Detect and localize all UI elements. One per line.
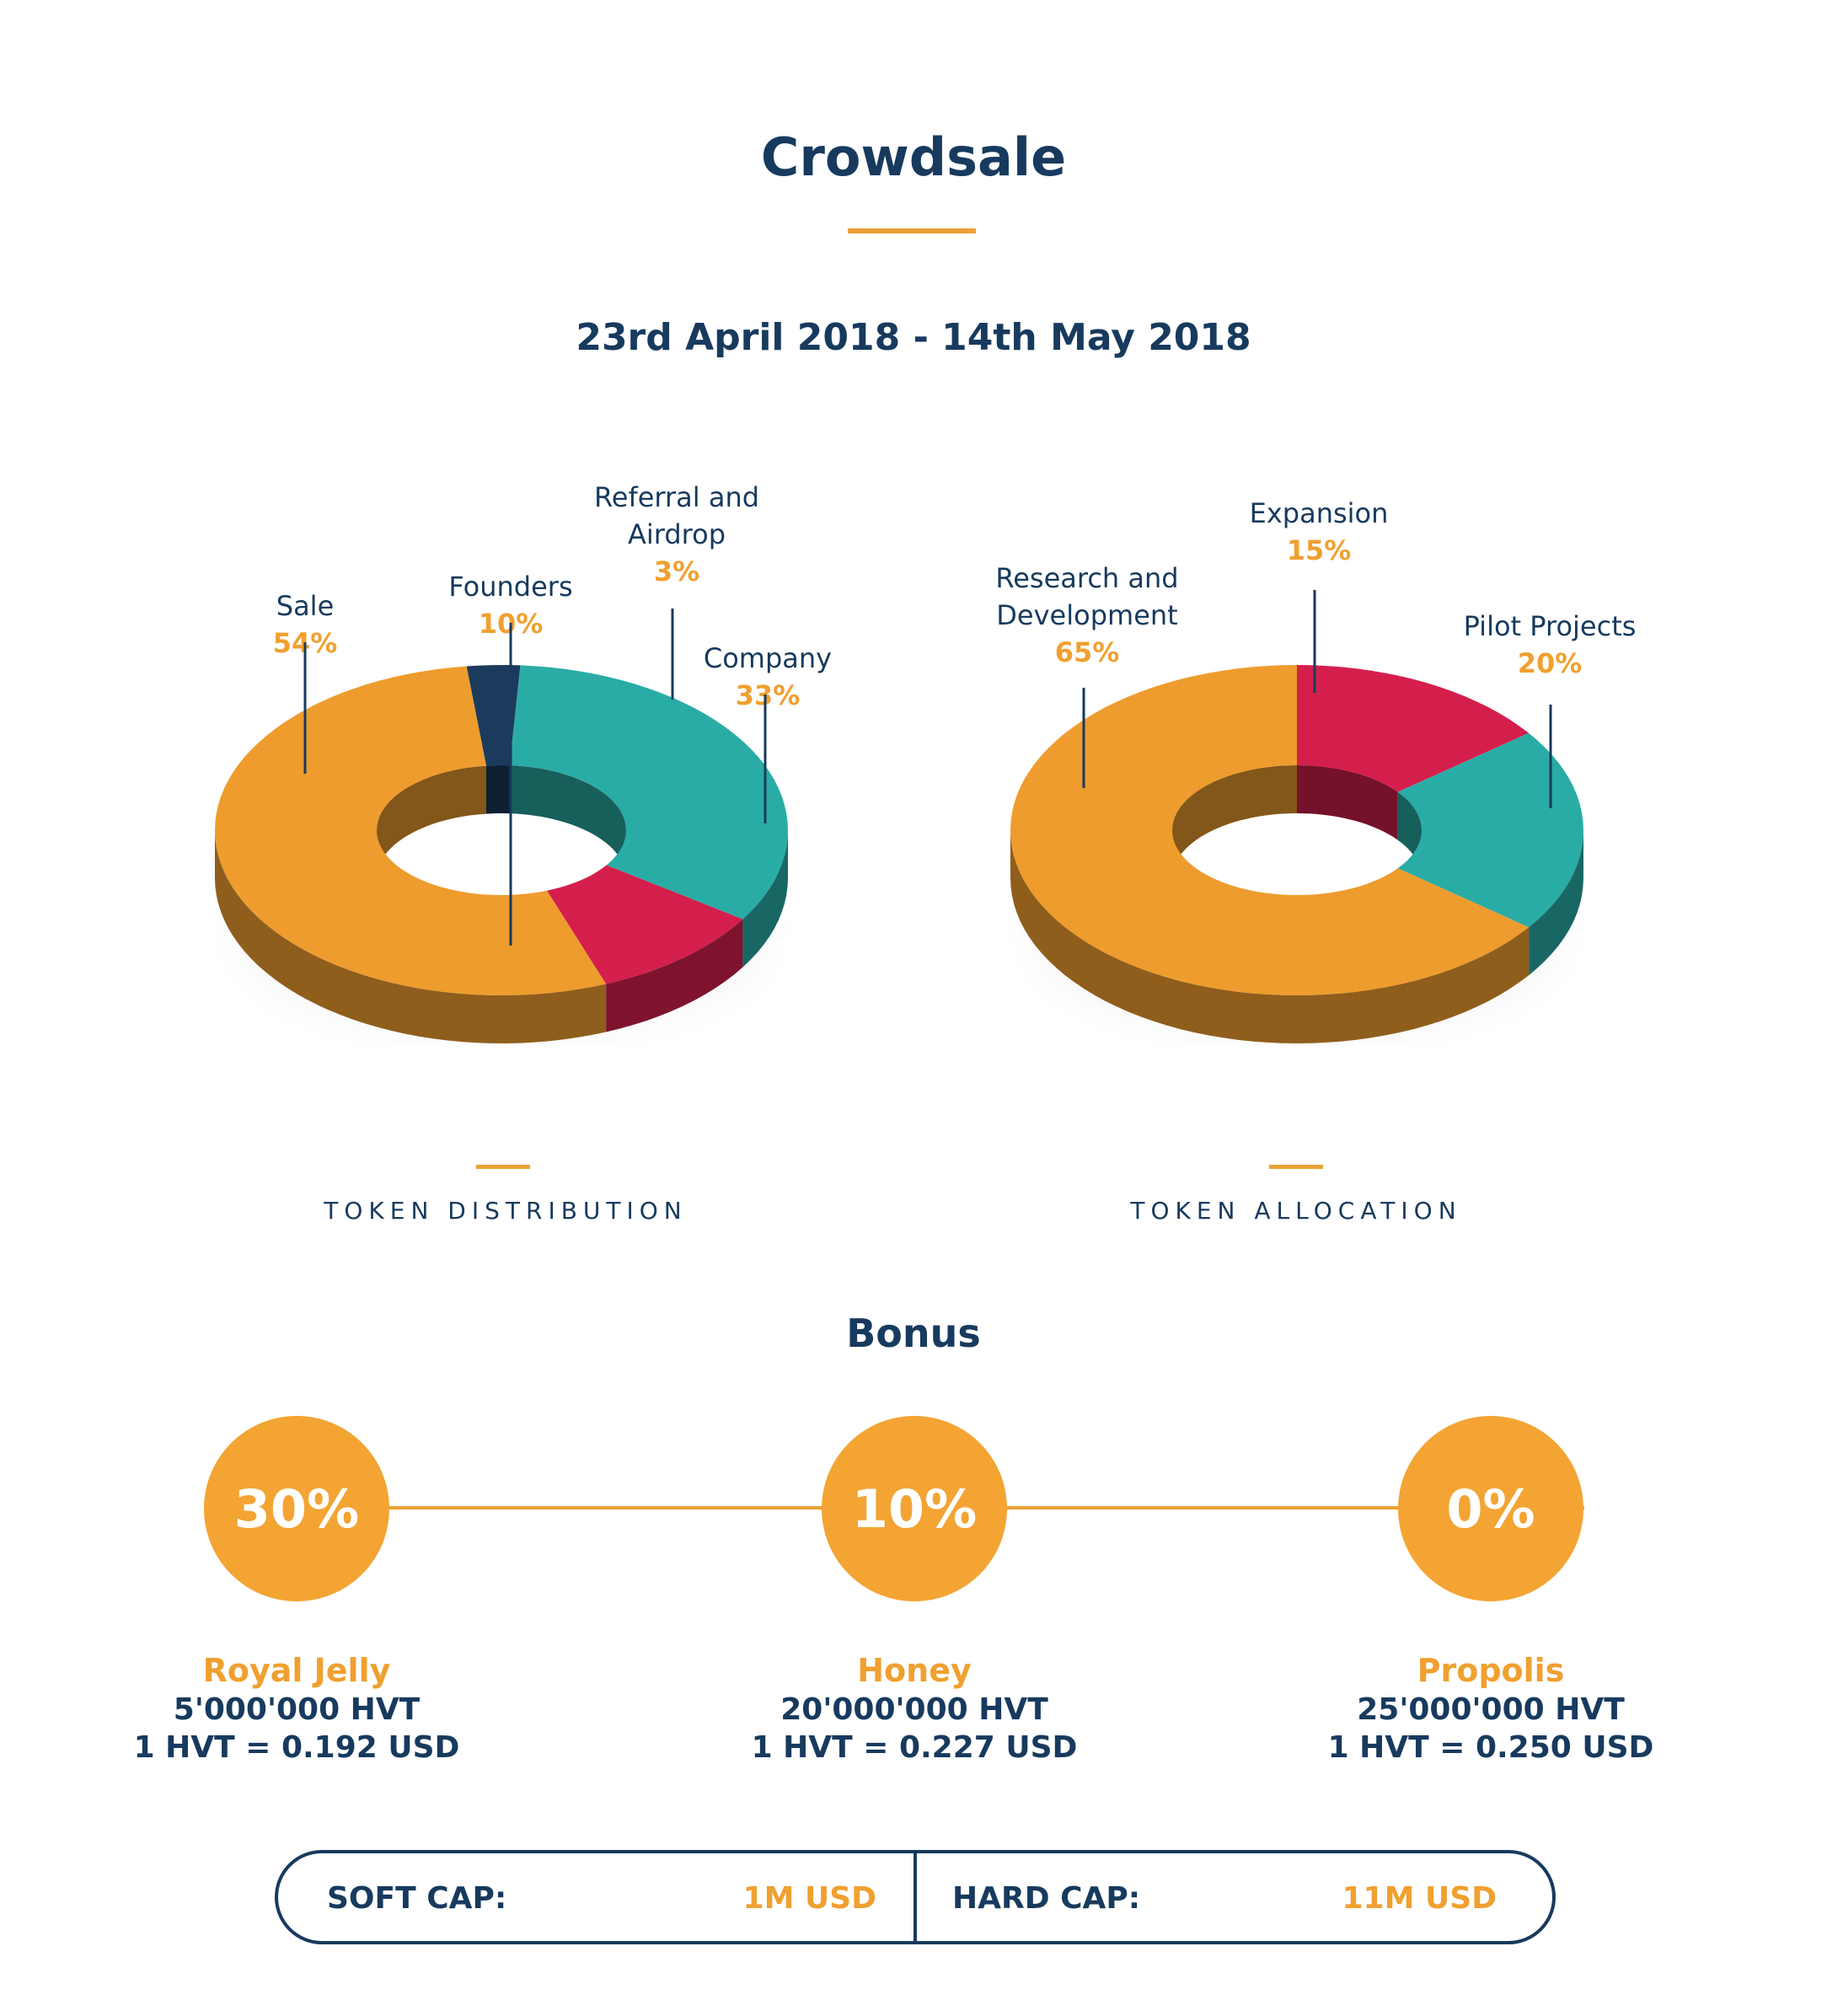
distribution-caption: TOKEN DISTRIBUTION <box>324 1197 688 1225</box>
slice-inner-company <box>509 765 626 878</box>
label-research-and-development: Development <box>996 599 1177 631</box>
slice-inner-expansion <box>1297 765 1398 840</box>
label-founders: Founders <box>448 571 572 603</box>
soft-cap-value: 1M USD <box>742 1881 876 1916</box>
sale-dates: 23rd April 2018 - 14th May 2018 <box>576 316 1251 359</box>
allocation-caption-rule <box>1269 1165 1323 1169</box>
chart-sides <box>215 830 788 1043</box>
tier-name: Honey <box>857 1652 972 1689</box>
tier-price: 1 HVT = 0.192 USD <box>133 1730 460 1765</box>
chart-tops <box>215 665 788 995</box>
tier-propolis: Propolis 25'000'000 HVT 1 HVT = 0.250 US… <box>1322 1652 1659 1765</box>
tier-name: Royal Jelly <box>202 1652 391 1689</box>
label-company: Company <box>704 642 832 674</box>
page-title: Crowdsale <box>760 126 1067 188</box>
tier-price: 1 HVT = 0.250 USD <box>1327 1730 1654 1765</box>
slice-side-sale <box>215 830 607 1043</box>
bonus-circle-honey: 10% <box>822 1416 1007 1601</box>
slice-company <box>509 665 788 920</box>
label-referral-and-airdrop: Airdrop <box>628 518 726 550</box>
pct-expansion: 15% <box>1287 534 1352 566</box>
slice-inner-referral-and-airdrop <box>486 765 510 814</box>
bonus-circle-royal-jelly: 30% <box>204 1416 389 1601</box>
hard-cap-label: HARD CAP: <box>952 1881 1141 1916</box>
label-research-and-development: Research and <box>995 562 1178 594</box>
chart-inner-walls <box>377 765 626 878</box>
chart-sides <box>1010 830 1583 1043</box>
slice-inner-research-and-development <box>1172 765 1297 878</box>
pct-referral-and-airdrop: 3% <box>654 555 699 587</box>
slice-pilot-projects <box>1397 732 1583 928</box>
tier-amount: 5'000'000 HVT <box>173 1692 421 1727</box>
hard-cap-value: 11M USD <box>1342 1881 1497 1916</box>
tier-amount: 25'000'000 HVT <box>1357 1692 1625 1727</box>
distribution-caption-rule <box>476 1165 530 1169</box>
bonus-circle-propolis: 0% <box>1398 1416 1583 1601</box>
chart-tops <box>1010 665 1583 995</box>
allocation-caption: TOKEN ALLOCATION <box>1130 1197 1462 1225</box>
slice-founders <box>547 865 743 984</box>
slice-side-research-and-development <box>1010 830 1530 1043</box>
slice-sale <box>215 666 607 995</box>
slice-side-founders <box>606 919 743 1032</box>
label-referral-and-airdrop: Referral and <box>594 481 759 513</box>
pct-pilot-projects: 20% <box>1518 647 1583 679</box>
tier-amount: 20'000'000 HVT <box>780 1692 1048 1727</box>
bonus-heading: Bonus <box>846 1311 981 1356</box>
tier-name: Propolis <box>1417 1652 1565 1689</box>
tier-price: 1 HVT = 0.227 USD <box>751 1730 1078 1765</box>
slice-expansion <box>1297 665 1530 792</box>
tier-royal-jelly: Royal Jelly 5'000'000 HVT 1 HVT = 0.192 … <box>128 1652 465 1765</box>
tier-honey: Honey 20'000'000 HVT 1 HVT = 0.227 USD <box>746 1652 1083 1765</box>
slice-side-pilot-projects <box>1529 830 1583 976</box>
chart-labels: Research and Development 65% Expansion 15% Pi… <box>995 497 1636 808</box>
chart-inner-walls <box>1172 765 1422 878</box>
soft-cap-label: SOFT CAP: <box>327 1881 507 1916</box>
slice-referral-and-airdrop <box>466 665 521 766</box>
pct-company: 33% <box>736 679 801 711</box>
pct-research-and-development: 65% <box>1055 636 1120 668</box>
label-pilot-projects: Pilot Projects <box>1464 610 1637 642</box>
token-allocation-chart: Research and Development 65% Expansion 15% Pi… <box>995 497 1636 1043</box>
slice-research-and-development <box>1010 665 1530 995</box>
title-underline <box>848 228 976 233</box>
slice-inner-sale <box>377 765 486 878</box>
label-sale: Sale <box>276 590 335 622</box>
slice-side-company <box>742 830 788 968</box>
caps-divider <box>914 1850 917 1944</box>
label-expansion: Expansion <box>1250 497 1389 529</box>
